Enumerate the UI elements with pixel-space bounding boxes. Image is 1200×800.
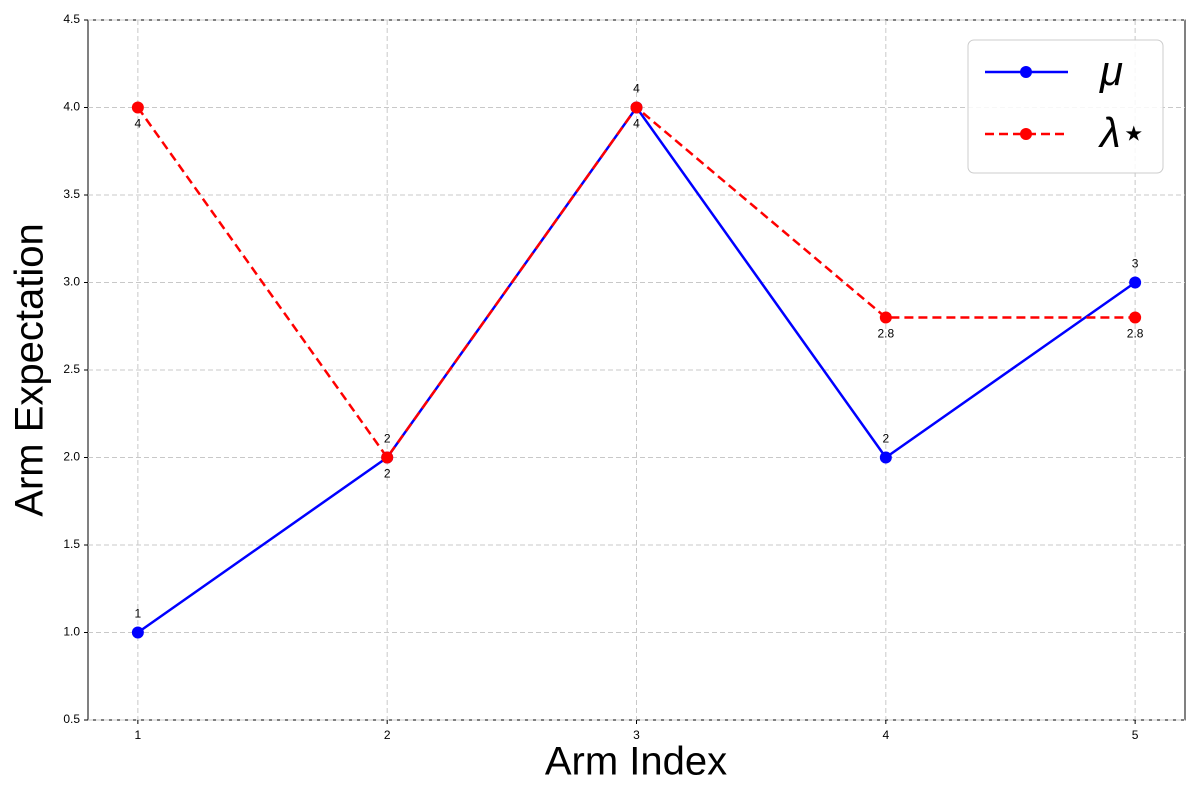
y-tick-label: 0.5 <box>63 712 80 726</box>
data-label: 4 <box>633 117 640 131</box>
x-tick-label: 4 <box>882 728 889 742</box>
y-axis-label: Arm Expectation <box>8 223 52 516</box>
data-label: 2.8 <box>1127 327 1144 341</box>
point <box>879 451 892 464</box>
x-axis-label: Arm Index <box>545 740 727 784</box>
y-tick-label: 1.0 <box>63 625 80 639</box>
x-tick-label: 2 <box>384 728 391 742</box>
y-tick-label: 3.5 <box>63 187 80 201</box>
data-label: 2 <box>882 432 889 446</box>
y-tick-label: 3.0 <box>63 275 80 289</box>
data-label: 3 <box>1132 257 1139 271</box>
y-tick-label: 2.5 <box>63 362 80 376</box>
y-tick-label: 1.5 <box>63 537 80 551</box>
point <box>1129 276 1142 289</box>
point <box>1129 311 1142 324</box>
data-label: 1 <box>135 607 142 621</box>
legend-label: μ <box>1099 47 1123 94</box>
data-label: 4 <box>633 82 640 96</box>
data-label: 2 <box>384 467 391 481</box>
legend-marker <box>1020 66 1032 78</box>
data-label: 4 <box>135 117 142 131</box>
x-tick-label: 3 <box>633 728 640 742</box>
data-label: 2.8 <box>877 327 894 341</box>
x-tick-label: 5 <box>1132 728 1139 742</box>
y-tick-label: 4.5 <box>63 12 80 26</box>
y-tick-label: 2.0 <box>63 450 80 464</box>
point <box>630 101 643 114</box>
point <box>381 451 394 464</box>
point <box>879 311 892 324</box>
legend-marker <box>1020 128 1032 140</box>
point <box>131 626 144 639</box>
data-label: 2 <box>384 432 391 446</box>
legend-label: λ⋆ <box>1098 109 1147 156</box>
y-tick-label: 4.0 <box>63 100 80 114</box>
x-tick-label: 1 <box>135 728 142 742</box>
point <box>131 101 144 114</box>
